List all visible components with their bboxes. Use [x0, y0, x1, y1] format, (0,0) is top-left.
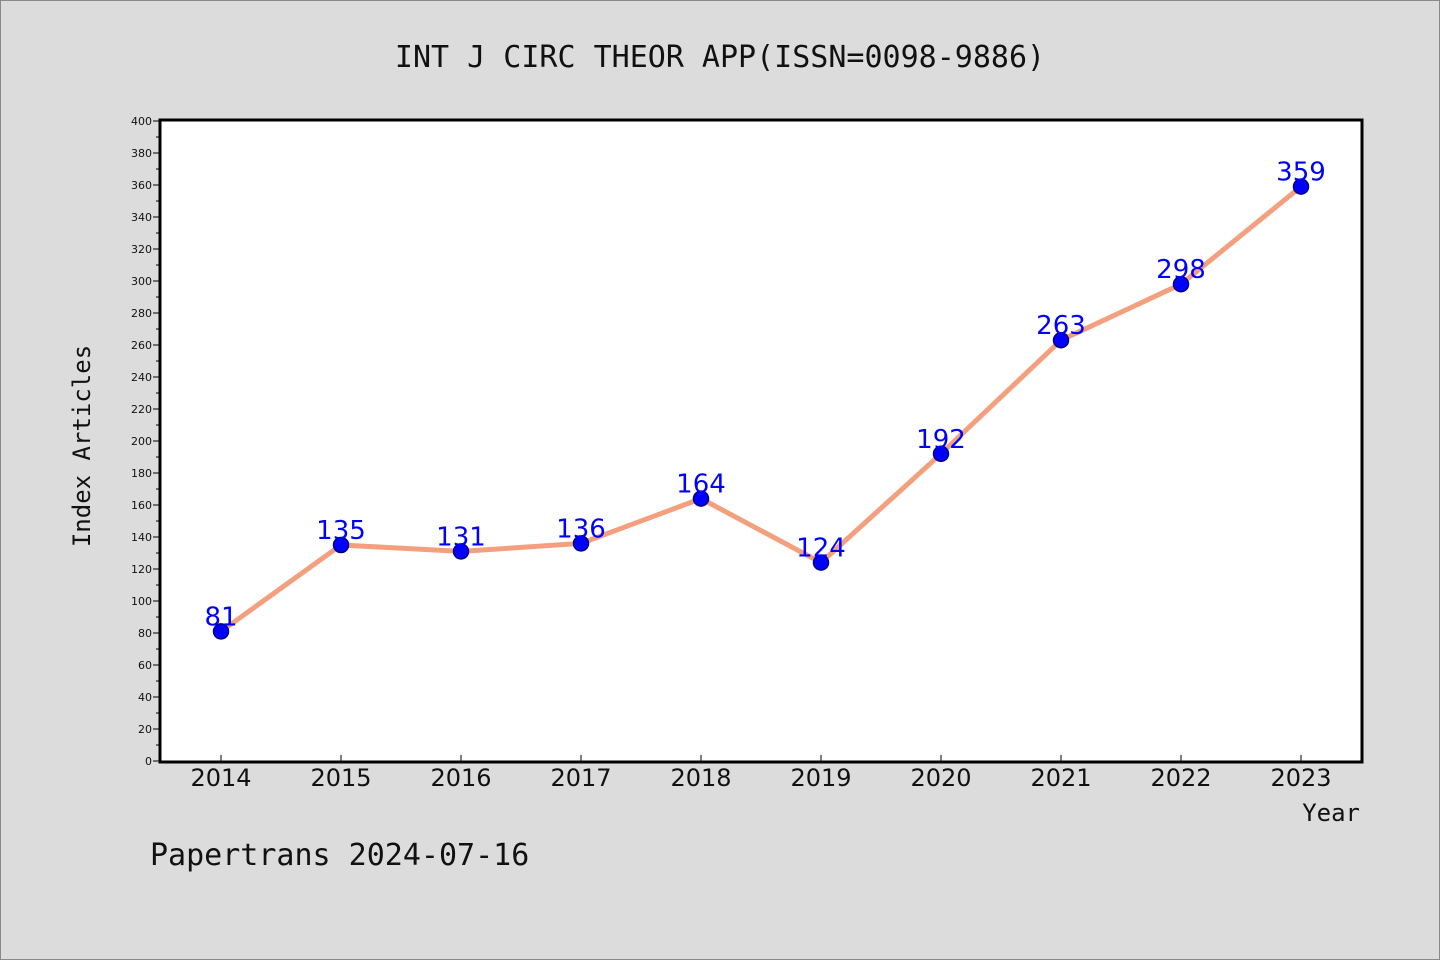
data-point	[452, 543, 470, 560]
data-label: 192	[916, 425, 966, 455]
data-point	[812, 554, 830, 571]
y-tick-label: 360	[131, 179, 152, 192]
x-tick-label: 2017	[550, 764, 611, 792]
data-label: 136	[556, 514, 606, 544]
y-tick-label: 340	[131, 211, 152, 224]
y-tick-label: 100	[131, 595, 152, 608]
y-axis-title: Index Articles	[68, 345, 96, 547]
y-tick-label: 280	[131, 307, 152, 320]
x-tick-label: 2014	[190, 764, 251, 792]
data-label: 359	[1276, 158, 1326, 188]
data-labels-group: 81 135 131 136 164 124 192 263 298 359	[204, 158, 1325, 633]
y-tick-label: 260	[131, 339, 152, 352]
data-label: 131	[436, 522, 486, 552]
series-line-group	[219, 184, 1303, 634]
plot-area	[158, 118, 1364, 764]
chart-title: INT J CIRC THEOR APP(ISSN=0098-9886)	[395, 40, 1045, 75]
data-label: 124	[796, 534, 846, 564]
y-tick-label: 120	[131, 563, 152, 576]
x-tick-label: 2015	[310, 764, 371, 792]
data-point	[572, 535, 590, 552]
x-tick-label: 2022	[1150, 764, 1211, 792]
y-tick-label: 240	[131, 371, 152, 384]
x-tick-label: 2018	[670, 764, 731, 792]
y-tick-label: 400	[131, 115, 152, 128]
y-tick-label: 320	[131, 243, 152, 256]
data-label: 81	[204, 602, 237, 632]
y-tick-label: 180	[131, 467, 152, 480]
data-label: 164	[676, 470, 726, 500]
y-tick-label: 140	[131, 531, 152, 544]
x-tick-label: 2023	[1270, 764, 1331, 792]
x-tick-label: 2020	[910, 764, 971, 792]
y-tick-label: 220	[131, 403, 152, 416]
data-point	[932, 445, 950, 463]
data-point	[1292, 178, 1310, 195]
y-tick-label: 0	[145, 755, 152, 768]
y-tick-label: 20	[138, 723, 152, 736]
y-tick-label: 40	[138, 691, 152, 704]
data-point	[1052, 331, 1070, 349]
y-tick-label: 60	[138, 659, 152, 672]
y-tick-label: 200	[131, 435, 152, 448]
x-axis-title: Year	[1302, 799, 1360, 827]
y-tick-label: 160	[131, 499, 152, 512]
x-tick-label: 2021	[1030, 764, 1091, 792]
watermark-text: Papertrans 2024-07-16	[150, 838, 529, 873]
x-axis: 2014 2015 2016 2017 2018 2019 2020 2021 2022 2023	[190, 755, 1332, 792]
y-tick-label: 80	[138, 627, 152, 640]
data-label: 298	[1156, 255, 1206, 285]
data-label: 263	[1036, 311, 1086, 341]
y-tick-label: 300	[131, 275, 152, 288]
data-point	[1172, 275, 1190, 293]
x-tick-label: 2016	[430, 764, 491, 792]
data-point	[212, 623, 230, 640]
data-point	[332, 536, 350, 554]
x-tick-label: 2019	[790, 764, 851, 792]
y-axis: 0 20 40 60 80 100 120 140 160 180 200 220 240 260 280 3…	[131, 115, 160, 768]
data-point	[692, 490, 710, 507]
series-markers-group	[212, 178, 1310, 640]
series-line	[219, 184, 1303, 634]
y-tick-label: 380	[131, 147, 152, 160]
data-label: 135	[316, 516, 366, 546]
